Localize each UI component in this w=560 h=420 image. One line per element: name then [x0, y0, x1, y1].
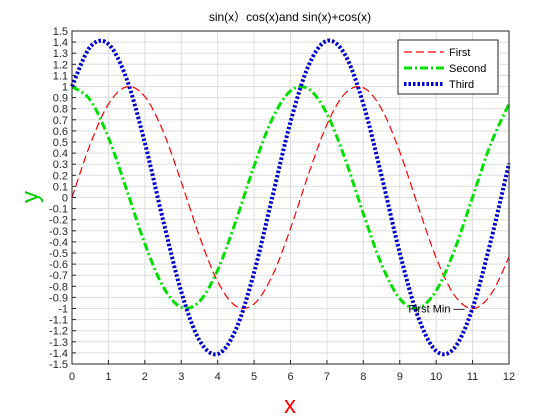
x-tick-label: 7 — [324, 371, 330, 383]
y-tick-label: -0.2 — [49, 215, 68, 227]
y-tick-label: -1.4 — [49, 348, 68, 360]
series-line-second — [71, 85, 511, 310]
y-tick-label: -0.9 — [49, 292, 68, 304]
y-tick-label: 0.9 — [53, 93, 68, 105]
y-tick-label: -1.5 — [49, 359, 68, 371]
x-tick-label: 12 — [503, 371, 515, 383]
y-tick-label: 0 — [62, 193, 68, 205]
legend-label-third: Third — [449, 79, 474, 91]
y-tick-label: 1.4 — [53, 37, 68, 49]
x-tick-label: 9 — [397, 371, 403, 383]
series-lines — [70, 38, 511, 357]
y-tick-label: -0.8 — [49, 281, 68, 293]
x-axis-label: x — [284, 392, 296, 419]
series-line-first — [71, 85, 510, 310]
y-tick-label: 0.2 — [53, 170, 68, 182]
chart-title: sin(x）cos(x)and sin(x)+cos(x) — [209, 10, 371, 24]
x-tick-label: 5 — [251, 371, 257, 383]
annotation-label: First Min — — [408, 304, 464, 316]
y-tick-label: -1.3 — [49, 337, 68, 349]
series-line-third — [70, 38, 511, 357]
y-tick-label: 1.1 — [53, 70, 68, 82]
y-tick-label: 0.7 — [53, 115, 68, 127]
y-tick-label: -0.5 — [49, 248, 68, 260]
x-tick-label: 8 — [360, 371, 366, 383]
legend-label-second: Second — [449, 63, 486, 75]
legend: First Second Third — [397, 39, 499, 95]
x-tick-label: 1 — [105, 371, 111, 383]
y-tick-label: 1.2 — [53, 59, 68, 71]
y-tick-label: -1.2 — [49, 326, 68, 338]
annotations: First Min — — [408, 304, 464, 316]
y-tick-label: 0.1 — [53, 181, 68, 193]
y-tick-label: 0.8 — [53, 104, 68, 116]
x-tick-label: 0 — [69, 371, 75, 383]
y-tick-label: 1 — [62, 82, 68, 94]
y-tick-label: -0.6 — [49, 259, 68, 271]
y-tick-label: -1.1 — [49, 315, 68, 327]
x-tick-label: 11 — [467, 371, 478, 383]
y-tick-label: 1.5 — [53, 26, 68, 38]
y-tick-label: 1.3 — [53, 48, 68, 60]
y-tick-label: 0.5 — [53, 137, 68, 149]
legend-label-first: First — [449, 47, 470, 59]
x-tick-label: 4 — [215, 371, 221, 383]
y-axis-label: y — [17, 191, 44, 203]
y-tick-label: -0.4 — [49, 237, 68, 249]
y-tick-label: -0.1 — [49, 204, 68, 216]
y-tick-label: -0.7 — [49, 270, 68, 282]
y-tick-label: 0.6 — [53, 126, 68, 138]
y-tick-label: -0.3 — [49, 226, 68, 238]
y-tick-label: -1 — [58, 304, 68, 316]
plot-border — [71, 30, 510, 365]
x-tick-label: 10 — [430, 371, 442, 383]
x-tick-label: 3 — [178, 371, 184, 383]
y-tick-label: 0.4 — [53, 148, 68, 160]
x-tick-label: 2 — [142, 371, 148, 383]
y-tick-label: 0.3 — [53, 159, 68, 171]
x-tick-label: 6 — [287, 371, 293, 383]
